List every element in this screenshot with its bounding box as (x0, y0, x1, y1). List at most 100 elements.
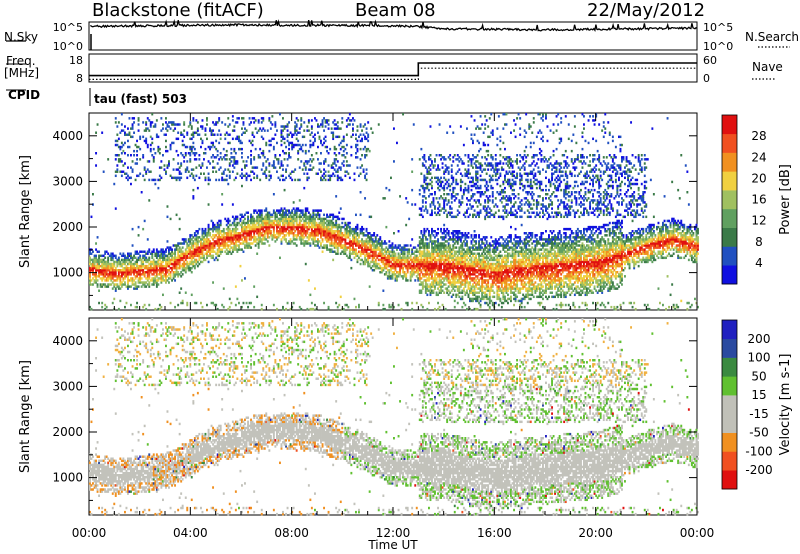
power-cell (178, 256, 181, 260)
power-cell (172, 262, 175, 266)
power-cell (172, 256, 175, 260)
power-cell (400, 307, 403, 311)
power-cell (168, 269, 170, 272)
power-cell (137, 269, 140, 272)
power-cell (139, 258, 142, 262)
power-cell (233, 223, 236, 227)
power-cell (345, 133, 348, 136)
power-cell (283, 158, 286, 161)
power-cell (186, 244, 189, 247)
power-cell (134, 266, 137, 270)
power-cell (282, 230, 284, 233)
power-cell (90, 283, 93, 286)
power-cell (300, 223, 303, 227)
power-cell (333, 152, 336, 155)
power-cell (268, 170, 271, 173)
power-cell (298, 127, 301, 130)
power-cell (466, 240, 468, 243)
power-cell (203, 246, 205, 249)
power-cell (146, 168, 149, 171)
power-cell (241, 147, 243, 151)
power-cell (464, 303, 467, 307)
power-cell (158, 271, 161, 274)
power-cell (271, 213, 274, 217)
power-cell (90, 264, 93, 268)
power-cell (266, 215, 269, 219)
power-cell (180, 275, 183, 278)
power-cell (192, 254, 195, 258)
power-cell (241, 117, 243, 120)
power-cell (152, 283, 155, 286)
power-cell (183, 156, 186, 159)
power-cell (383, 197, 386, 200)
power-cell (335, 154, 338, 157)
power-cell (120, 258, 123, 262)
power-cell (186, 250, 189, 253)
power-cell (277, 217, 280, 221)
power-cell (444, 158, 447, 161)
power-cell (431, 209, 433, 212)
power-cell (124, 262, 126, 266)
power-cell (306, 227, 309, 231)
power-cell (254, 236, 257, 239)
nsearch-label: N.Search (745, 30, 800, 44)
power-cell (263, 234, 266, 237)
power-cell (102, 266, 105, 270)
power-cell (98, 275, 101, 278)
power-cell (466, 289, 468, 292)
power-cell (256, 238, 259, 241)
power-cell (131, 256, 134, 260)
power-cell (198, 240, 201, 243)
power-cell (142, 256, 145, 260)
power-cell (440, 182, 443, 186)
power-cell (247, 232, 250, 235)
power-cell (260, 238, 263, 241)
power-cell (253, 158, 256, 161)
power-cell (300, 307, 303, 311)
power-cell (196, 254, 199, 258)
power-cell (169, 258, 172, 262)
power-cell (171, 258, 174, 262)
power-cell (228, 248, 231, 251)
power-cell (114, 174, 117, 178)
power-cell (435, 213, 438, 217)
power-cell (234, 225, 237, 229)
power-cell (265, 215, 268, 219)
power-cell (114, 143, 117, 147)
power-cell (192, 236, 195, 239)
power-cell (125, 266, 128, 270)
power-cell (200, 252, 202, 255)
power-cell (136, 154, 139, 157)
power-cell (148, 285, 151, 288)
power-cell (269, 221, 272, 225)
power-cell (105, 260, 108, 264)
power-cell (301, 143, 304, 147)
power-cell (262, 217, 265, 221)
power-cell (294, 143, 297, 147)
power-cell (196, 129, 199, 132)
power-cell (213, 236, 216, 239)
power-cell (447, 285, 450, 288)
power-cell (212, 225, 215, 229)
power-cell (272, 211, 275, 214)
power-cell (107, 275, 110, 278)
power-cell (260, 168, 263, 171)
power-cell (304, 217, 307, 221)
power-cell (257, 121, 260, 124)
power-cell (348, 176, 351, 180)
power-cell (180, 250, 183, 253)
power-cell (98, 289, 101, 292)
power-cell (157, 273, 160, 276)
power-cell (227, 182, 230, 186)
power-cell (250, 162, 253, 165)
power-cell (131, 127, 134, 130)
power-cell (168, 273, 170, 276)
power-cell (428, 246, 430, 249)
power-cell (318, 168, 321, 171)
power-cell (257, 215, 260, 219)
power-cell (314, 244, 316, 247)
power-cell (283, 127, 286, 130)
power-cell (130, 303, 132, 307)
power-cell (216, 252, 219, 255)
power-cell (98, 273, 101, 276)
